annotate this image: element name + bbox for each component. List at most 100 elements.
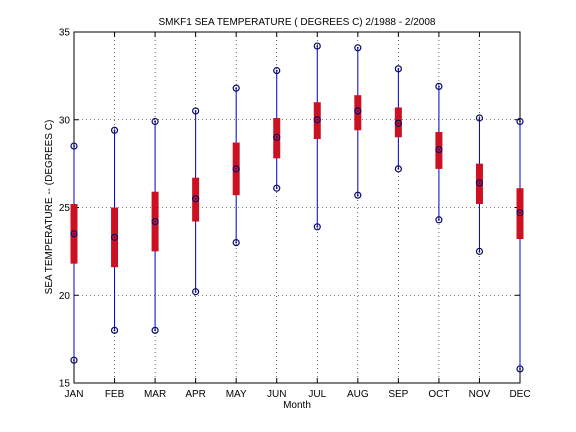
grid-lines (74, 32, 520, 383)
max-marker-mar (151, 117, 159, 126)
min-marker-apr (192, 288, 200, 296)
x-tick-label: SEP (388, 389, 408, 400)
median-marker-aug (354, 107, 362, 115)
median-marker-dot-jun (275, 136, 278, 139)
box-mar (151, 117, 159, 334)
min-marker-dot-aug (356, 194, 359, 197)
x-axis-label: Month (283, 400, 311, 411)
box-feb (110, 126, 119, 334)
max-marker-jul (313, 42, 321, 50)
min-marker-dot-dec (519, 368, 521, 370)
min-marker-may (232, 239, 240, 247)
min-marker-mar (151, 326, 159, 334)
box-apr (192, 107, 200, 296)
min-marker-dot-jun (275, 187, 278, 190)
y-axis-label: SEA TEMPERATURE -- (DEGREES C) (44, 120, 55, 295)
x-tick-label: DEC (509, 389, 530, 400)
x-tick-label: APR (185, 389, 206, 400)
y-tick-label: 20 (59, 291, 71, 302)
min-marker-jul (313, 223, 321, 231)
median-marker-dot-dec (519, 211, 521, 214)
min-marker-dot-apr (194, 290, 197, 293)
data-series (70, 42, 524, 373)
y-tick-label: 30 (59, 115, 71, 126)
min-marker-dot-mar (154, 329, 156, 332)
x-tick-label: MAY (226, 389, 247, 400)
max-marker-dot-apr (194, 110, 197, 112)
median-marker-oct (435, 145, 443, 154)
axes: 15 20 25 30 35 JAN FEB MAR APR MAY JUN JUL AUG SEP OCT… (59, 28, 531, 401)
max-marker-dot-jan (73, 145, 75, 147)
max-marker-dot-nov (478, 117, 481, 119)
chart-title: SMKF1 SEA TEMPERATURE ( DEGREES C) 2/198… (159, 17, 436, 28)
x-tick-label: NOV (469, 389, 491, 400)
plot-area-frame (73, 31, 521, 384)
max-marker-nov (475, 114, 484, 122)
box-dec (516, 117, 524, 373)
median-marker-dot-feb (113, 236, 116, 239)
max-marker-apr (192, 107, 200, 115)
max-marker-dot-mar (154, 120, 156, 123)
median-marker-dot-jan (73, 232, 75, 235)
box-jul (313, 42, 321, 231)
box-jan (70, 142, 78, 364)
max-marker-feb (110, 126, 119, 134)
median-marker-dot-apr (194, 197, 197, 200)
max-marker-jan (70, 142, 78, 150)
median-marker-dot-may (235, 167, 238, 170)
median-marker-jun (273, 133, 281, 141)
box-aug (354, 44, 362, 199)
median-marker-sep (394, 119, 402, 127)
min-marker-sep (394, 165, 402, 173)
min-marker-dot-feb (113, 329, 116, 332)
box-jun (273, 67, 281, 192)
y-tick-label: 25 (59, 203, 71, 214)
median-marker-dot-jul (316, 118, 319, 121)
y-tick-label: 15 (59, 379, 71, 390)
max-marker-dot-jun (275, 69, 278, 72)
box-sep (394, 65, 402, 173)
min-marker-feb (110, 326, 119, 334)
max-marker-dot-aug (356, 46, 359, 49)
iqr-box-aug (354, 95, 362, 131)
median-marker-dot-sep (397, 122, 400, 125)
max-marker-dec (516, 117, 524, 126)
median-marker-dot-aug (356, 110, 359, 112)
median-marker-apr (192, 195, 200, 203)
max-marker-dot-jul (316, 45, 319, 47)
max-marker-may (232, 84, 240, 92)
box-may (232, 84, 240, 247)
min-marker-jun (273, 184, 281, 192)
min-marker-dot-sep (397, 167, 400, 170)
median-marker-mar (151, 217, 159, 226)
max-marker-sep (394, 65, 402, 73)
max-marker-dot-dec (519, 120, 521, 123)
min-marker-dot-oct (438, 218, 440, 221)
min-marker-dot-may (235, 241, 238, 244)
max-marker-oct (435, 82, 443, 91)
x-tick-label: JUN (267, 389, 286, 400)
median-marker-dot-mar (154, 220, 156, 223)
x-tick-label: JAN (65, 389, 84, 400)
min-marker-dot-jul (316, 225, 319, 228)
max-marker-jun (273, 67, 281, 75)
x-tick-label: FEB (105, 389, 125, 400)
box-oct (435, 82, 443, 224)
x-tick-label: AUG (347, 389, 369, 400)
max-marker-aug (354, 44, 362, 52)
max-marker-dot-feb (113, 129, 116, 132)
x-tick-label: OCT (428, 389, 449, 400)
y-tick-label: 35 (59, 28, 71, 39)
median-marker-may (232, 165, 240, 173)
max-marker-dot-oct (438, 85, 440, 88)
max-marker-dot-sep (397, 67, 400, 70)
x-tick-label: MAR (144, 389, 166, 400)
min-marker-dot-nov (478, 250, 481, 253)
x-tick-label: JUL (308, 389, 326, 400)
median-marker-dot-oct (438, 148, 440, 151)
box-nov (475, 114, 484, 255)
min-marker-oct (435, 216, 443, 224)
median-marker-feb (110, 233, 119, 241)
min-marker-aug (354, 191, 362, 199)
